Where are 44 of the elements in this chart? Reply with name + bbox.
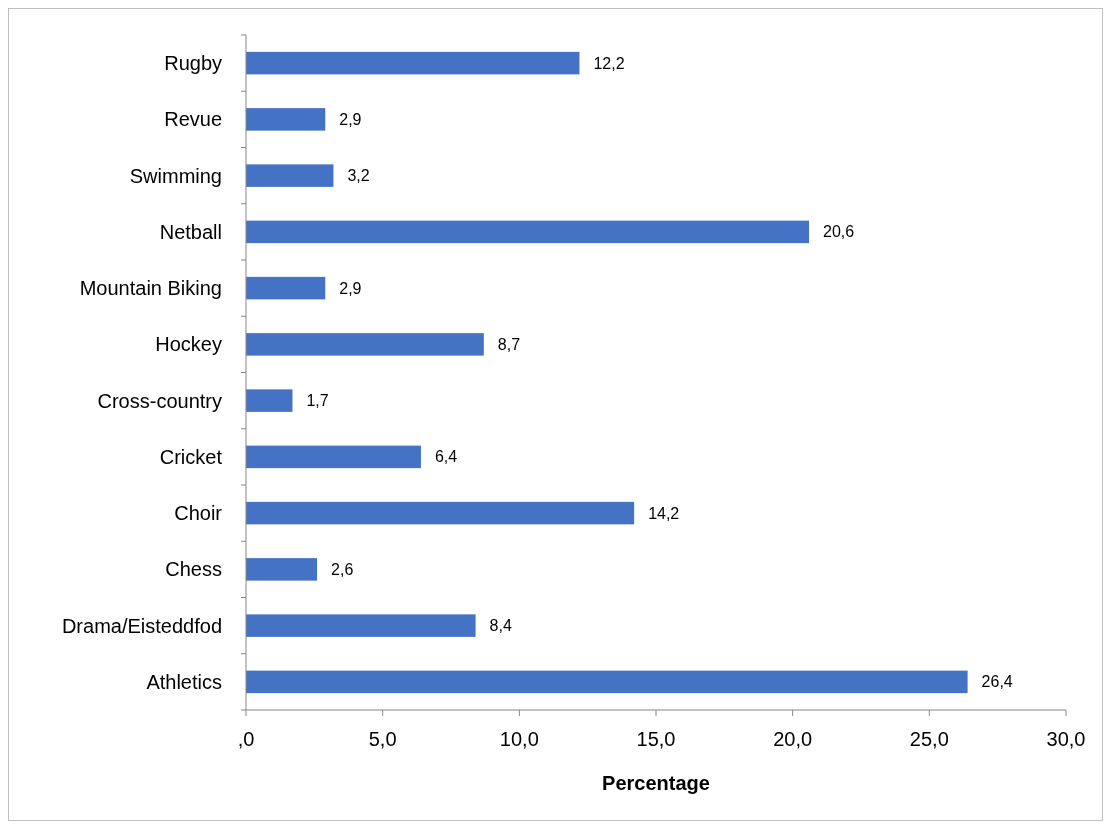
data-label: 20,6 [823,223,855,241]
data-label: 12,2 [593,54,625,72]
data-label: 8,4 [489,617,512,635]
bar [246,670,968,694]
y-tick-label: Rugby [164,52,222,75]
y-tick-label: Swimming [129,164,222,187]
bar [246,614,476,637]
x-axis-title: Percentage [602,772,710,794]
bar [246,558,318,581]
x-tick-label: 30,0 [1046,728,1086,750]
bar [246,108,326,131]
x-tick-label: 10,0 [499,728,539,750]
bar [246,164,334,187]
data-label: 3,2 [347,167,370,185]
bar [246,276,326,300]
data-label: 14,2 [648,504,680,522]
y-tick-label: Revue [164,108,222,131]
y-tick-label: Cross-country [97,389,222,412]
bar [246,51,580,75]
y-tick-label: Athletics [146,670,222,693]
data-label: 8,7 [497,335,521,353]
bar [246,220,810,244]
x-tick-label: 25,0 [909,728,949,750]
y-tick-label: Choir [174,502,223,525]
y-tick-label: Chess [165,558,222,581]
x-tick-label: ,0 [237,728,255,750]
bar [246,501,635,525]
y-tick-label: Cricket [159,445,223,468]
bar [246,389,293,412]
data-label: 2,9 [339,110,362,128]
y-tick-label: Mountain Biking [79,277,222,300]
data-label: 26,4 [981,673,1013,691]
data-label: 2,6 [331,560,354,578]
data-label: 6,4 [434,448,458,466]
bar [246,445,421,469]
y-tick-label: Hockey [155,333,222,356]
bar [246,333,484,356]
data-label: 2,9 [339,279,362,297]
data-label: 1,7 [306,392,329,410]
y-tick-label: Netball [159,220,222,243]
x-tick-label: 5,0 [368,728,397,750]
x-tick-label: 15,0 [636,728,676,750]
x-tick-label: 20,0 [773,728,813,750]
y-tick-label: Drama/Eisteddfod [61,614,222,637]
